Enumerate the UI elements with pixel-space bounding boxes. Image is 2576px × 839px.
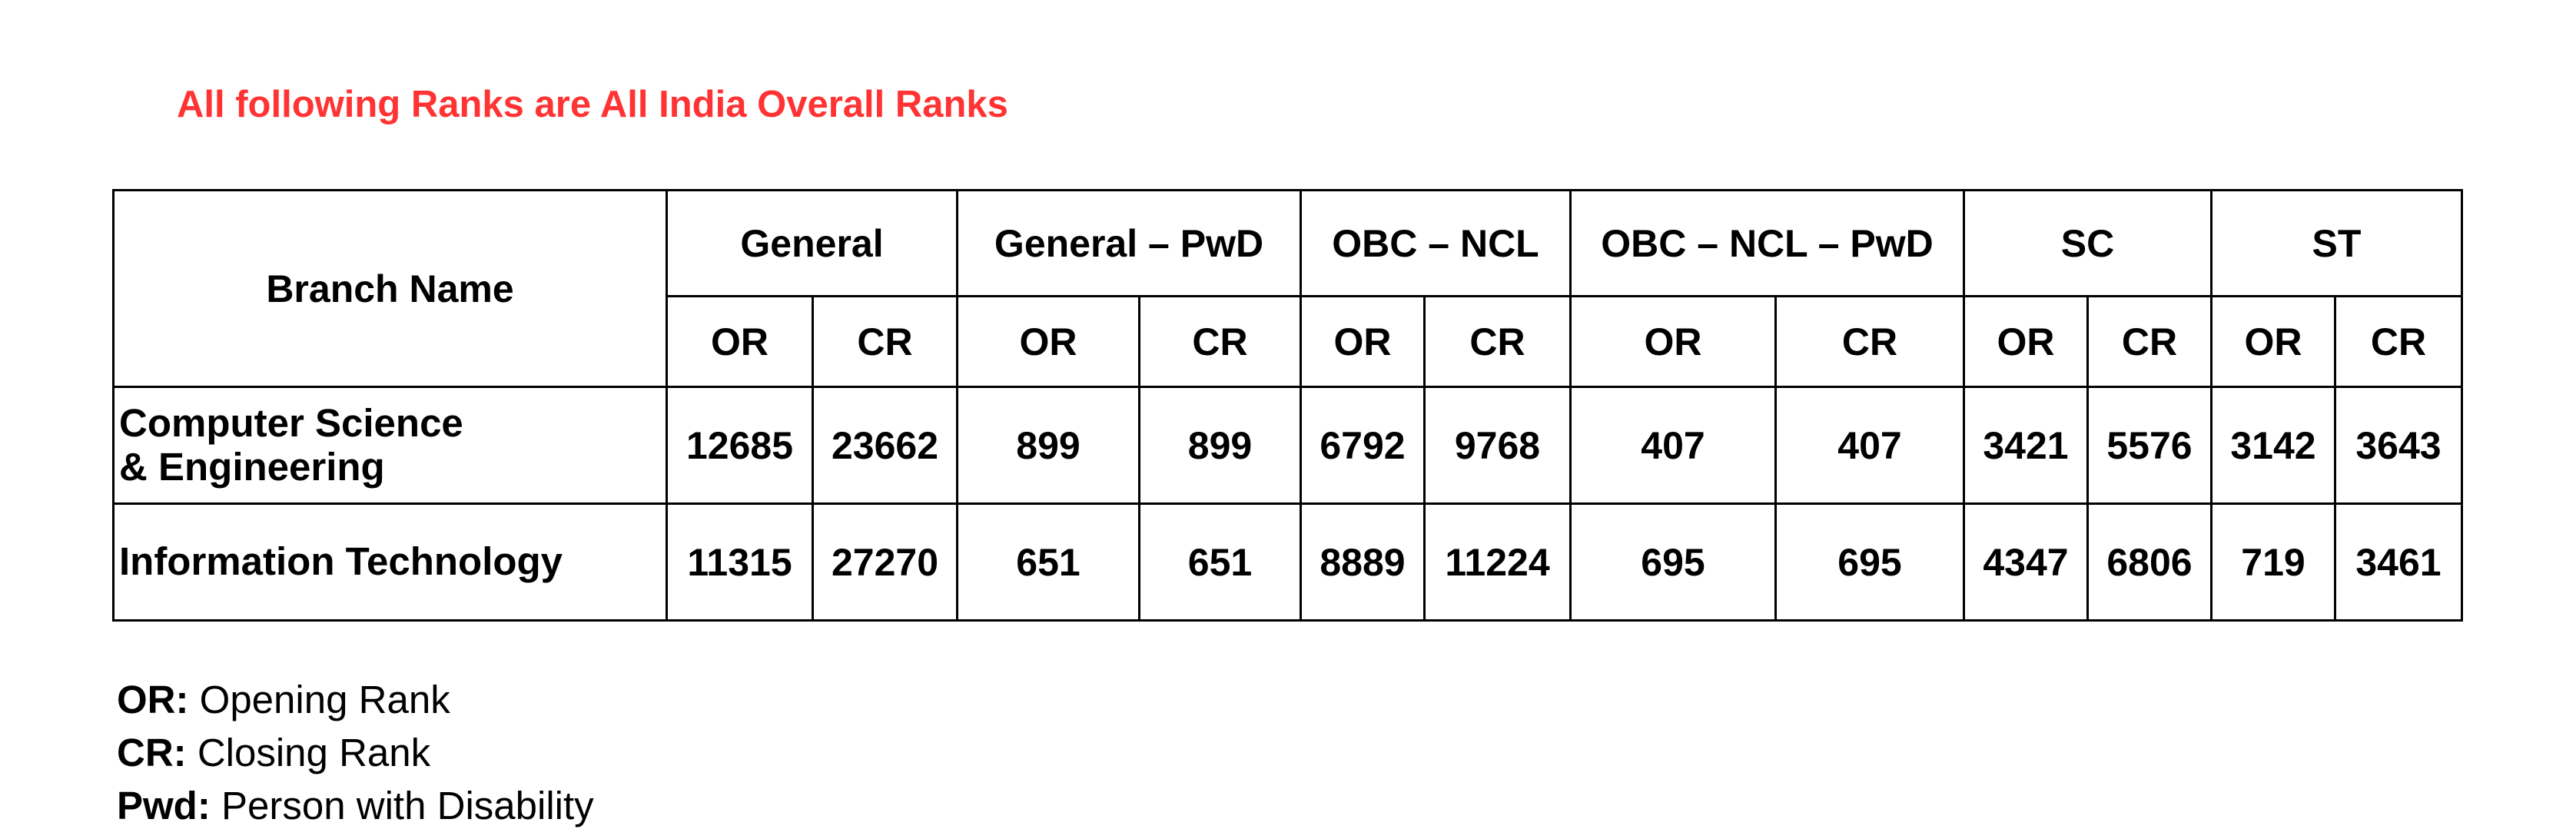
group-header-sc: SC	[1963, 189, 2213, 297]
table-row: Computer Science & Engineering 12685 236…	[112, 386, 2463, 505]
table-row: Information Technology 11315 27270 651 6…	[112, 502, 2463, 622]
branch-name-line: Information Technology	[119, 539, 563, 584]
rank-cell: 695	[1774, 502, 1965, 622]
rank-cell: 3643	[2334, 386, 2463, 505]
rank-cell: 407	[1569, 386, 1777, 505]
legend-key: Pwd:	[117, 784, 211, 827]
page-heading: All following Ranks are All India Overal…	[177, 84, 1008, 125]
subheader-or: OR	[1963, 295, 2089, 388]
group-header-st: ST	[2210, 189, 2463, 297]
subheader-cr: CR	[2334, 295, 2463, 388]
rank-cell: 11224	[1423, 502, 1572, 622]
branch-name-line: & Engineering	[119, 444, 385, 489]
branch-name-header: Branch Name	[112, 189, 668, 388]
rank-cell: 11315	[666, 502, 814, 622]
rank-cell: 6806	[2086, 502, 2213, 622]
branch-name-cell: Information Technology	[112, 502, 668, 622]
legend-text: Opening Rank	[188, 678, 450, 721]
rank-cell: 9768	[1423, 386, 1572, 505]
legend-text: Closing Rank	[186, 731, 431, 774]
rank-cell: 695	[1569, 502, 1777, 622]
subheader-cr: CR	[2086, 295, 2213, 388]
rank-cell: 5576	[2086, 386, 2213, 505]
rank-cell: 3142	[2210, 386, 2336, 505]
group-header-obc-ncl: OBC – NCL	[1300, 189, 1572, 297]
legend-text: Person with Disability	[210, 784, 594, 827]
table-header-row: Branch Name General General – PwD OBC – …	[112, 189, 2463, 388]
rank-cell: 651	[956, 502, 1140, 622]
legend: OR: Opening Rank CR: Closing Rank Pwd: P…	[117, 673, 594, 832]
subheader-cr: CR	[1774, 295, 1965, 388]
rank-cell: 407	[1774, 386, 1965, 505]
rank-cell: 719	[2210, 502, 2336, 622]
group-header-obc-ncl-pwd: OBC – NCL – PwD	[1569, 189, 1965, 297]
subheader-or: OR	[2210, 295, 2336, 388]
rank-cell: 899	[1138, 386, 1302, 505]
legend-key: OR:	[117, 678, 189, 721]
ranks-table: Branch Name General General – PwD OBC – …	[112, 189, 2463, 622]
subheader-cr: CR	[1138, 295, 1302, 388]
rank-cell: 899	[956, 386, 1140, 505]
rank-cell: 6792	[1300, 386, 1426, 505]
rank-cell: 651	[1138, 502, 1302, 622]
subheader-cr: CR	[812, 295, 958, 388]
rank-cell: 4347	[1963, 502, 2089, 622]
subheader-cr: CR	[1423, 295, 1572, 388]
rank-cell: 12685	[666, 386, 814, 505]
rank-cell: 23662	[812, 386, 958, 505]
rank-cell: 27270	[812, 502, 958, 622]
subheader-or: OR	[1300, 295, 1426, 388]
legend-item: Pwd: Person with Disability	[117, 779, 594, 832]
legend-item: CR: Closing Rank	[117, 726, 594, 779]
rank-cell: 3421	[1963, 386, 2089, 505]
legend-item: OR: Opening Rank	[117, 673, 594, 726]
branch-name-cell: Computer Science & Engineering	[112, 386, 668, 505]
legend-key: CR:	[117, 731, 187, 774]
subheader-or: OR	[956, 295, 1140, 388]
group-header-general: General	[666, 189, 958, 297]
branch-name-line: Computer Science	[119, 401, 463, 446]
rank-cell: 8889	[1300, 502, 1426, 622]
subheader-or: OR	[1569, 295, 1777, 388]
rank-cell: 3461	[2334, 502, 2463, 622]
table-subheader-row: OR CR OR CR OR CR OR CR OR CR OR CR	[114, 295, 2463, 388]
group-header-general-pwd: General – PwD	[956, 189, 1302, 297]
subheader-or: OR	[666, 295, 814, 388]
